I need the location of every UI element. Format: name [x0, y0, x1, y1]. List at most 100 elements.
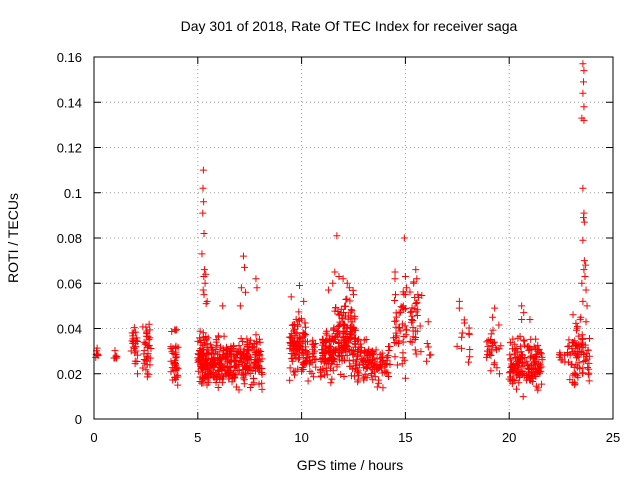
data-point	[210, 362, 218, 370]
data-point	[328, 358, 336, 366]
data-point	[228, 345, 236, 353]
data-point	[301, 347, 309, 355]
data-point	[515, 368, 523, 376]
data-point	[204, 370, 212, 378]
data-point	[328, 375, 336, 383]
data-point	[199, 286, 207, 294]
data-point	[489, 339, 497, 347]
y-tick-label: 0	[75, 412, 82, 427]
data-point	[291, 332, 299, 340]
data-point	[384, 369, 392, 377]
data-point	[373, 355, 381, 363]
data-point	[399, 302, 407, 310]
y-tick-label: 0.06	[57, 276, 82, 291]
data-point	[361, 370, 369, 378]
data-point	[496, 370, 504, 378]
data-point	[518, 315, 526, 323]
data-point	[512, 354, 520, 362]
data-point	[512, 385, 520, 393]
data-point	[373, 383, 381, 391]
data-point	[348, 307, 356, 315]
data-point	[198, 375, 206, 383]
data-point	[205, 349, 213, 357]
data-point	[301, 319, 309, 327]
data-point	[248, 381, 256, 389]
data-point	[228, 378, 236, 386]
data-point	[579, 60, 587, 68]
plot-frame	[93, 56, 614, 420]
data-point	[306, 367, 314, 375]
data-point	[244, 356, 252, 364]
data-point	[256, 338, 264, 346]
data-point	[209, 350, 217, 358]
data-point	[347, 362, 355, 370]
data-point	[580, 257, 588, 265]
data-point	[520, 337, 528, 345]
data-point	[296, 354, 304, 362]
data-point	[458, 344, 466, 352]
data-point	[465, 329, 473, 337]
data-point	[348, 318, 356, 326]
data-point	[111, 347, 119, 355]
data-point	[391, 353, 399, 361]
data-point	[586, 334, 594, 342]
data-point	[466, 345, 474, 353]
data-point	[574, 373, 582, 381]
data-point	[199, 209, 207, 217]
data-point	[580, 67, 588, 75]
data-point	[532, 351, 540, 359]
data-point	[142, 366, 150, 374]
data-point	[130, 344, 138, 352]
data-point	[582, 261, 590, 269]
data-point	[391, 297, 399, 305]
data-point	[235, 366, 243, 374]
data-point	[525, 342, 533, 350]
data-point	[424, 343, 432, 351]
data-point	[296, 282, 304, 290]
data-point	[580, 78, 588, 86]
data-point	[237, 348, 245, 356]
data-point	[335, 272, 343, 280]
y-tick-label: 0.04	[57, 322, 82, 337]
data-point	[231, 362, 239, 370]
data-point	[252, 275, 260, 283]
data-point	[582, 318, 590, 326]
data-point	[215, 333, 223, 341]
data-point	[487, 367, 495, 375]
data-point	[584, 363, 592, 371]
data-point	[350, 291, 357, 299]
data-point	[349, 325, 357, 333]
data-point	[536, 369, 544, 377]
data-point	[329, 279, 337, 287]
data-point	[336, 318, 344, 326]
data-point	[215, 360, 223, 368]
data-point	[538, 356, 546, 364]
data-point	[333, 232, 341, 240]
data-point	[194, 337, 202, 345]
data-point	[372, 346, 380, 354]
data-point	[145, 320, 153, 328]
data-point	[580, 103, 588, 111]
data-point	[248, 344, 256, 352]
data-point	[410, 279, 418, 287]
data-point	[140, 347, 148, 355]
data-point	[172, 354, 180, 362]
data-point	[489, 313, 497, 321]
data-point	[572, 354, 580, 362]
data-point	[341, 302, 349, 310]
data-point	[238, 371, 246, 379]
data-point	[411, 294, 419, 302]
data-point	[199, 333, 207, 341]
data-point	[579, 89, 587, 97]
data-point	[571, 342, 579, 350]
x-tick-label: 0	[90, 430, 97, 445]
data-point	[286, 333, 294, 341]
data-point	[483, 338, 491, 346]
data-point	[226, 372, 234, 380]
data-point	[204, 378, 212, 386]
data-point	[133, 334, 141, 342]
data-point	[349, 349, 357, 357]
data-point	[575, 332, 583, 340]
data-point	[140, 359, 148, 367]
